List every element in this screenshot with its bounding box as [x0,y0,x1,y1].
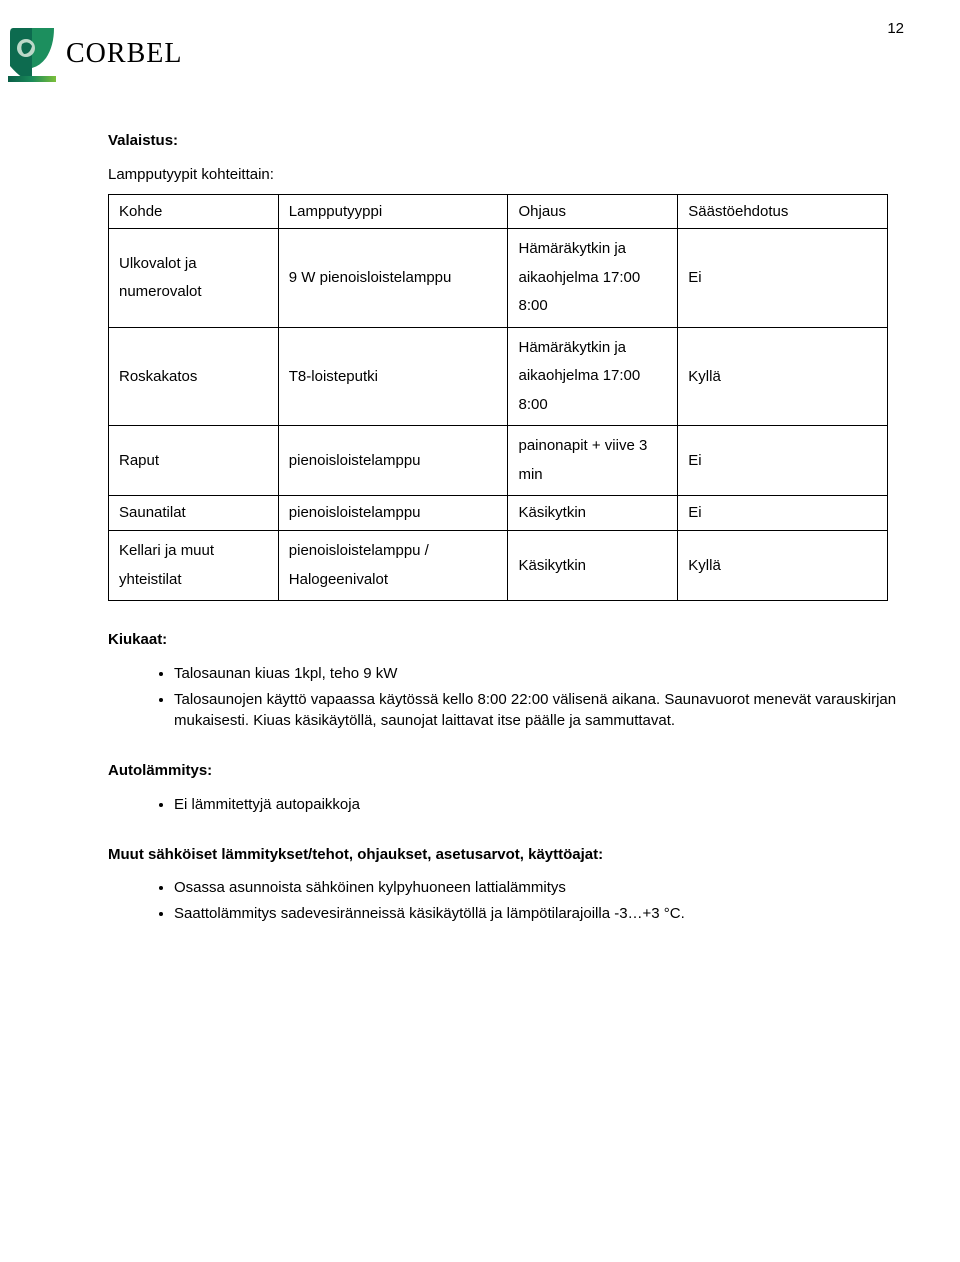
cell-ohjaus: painonapit + viive 3 min [508,426,678,496]
table-header-row: Kohde Lampputyyppi Ohjaus Säästöehdotus [109,194,888,229]
muut-list: Osassa asunnoista sähköinen kylpyhuoneen… [174,877,904,925]
kiukaat-section: Kiukaat: Talosaunan kiuas 1kpl, teho 9 k… [108,629,904,732]
kiukaat-title: Kiukaat: [108,629,904,651]
brand-logo: CORBEL [8,26,182,82]
corbel-emblem-icon [8,26,56,82]
cell-kohde: Raput [109,426,279,496]
th-ohjaus: Ohjaus [508,194,678,229]
cell-kohde: Saunatilat [109,496,279,531]
list-item: Talosaunan kiuas 1kpl, teho 9 kW [174,663,904,685]
muut-section: Muut sähköiset lämmitykset/tehot, ohjauk… [108,844,904,925]
table-row: Kellari ja muut yhteistilat pienoisloist… [109,531,888,601]
lighting-table: Kohde Lampputyyppi Ohjaus Säästöehdotus … [108,194,888,602]
valaistus-section: Valaistus: Lampputyypit kohteittain: Koh… [108,130,904,601]
cell-tyyppi: 9 W pienoisloistelamppu [278,229,508,328]
th-kohde: Kohde [109,194,279,229]
cell-tyyppi: T8-loisteputki [278,327,508,426]
table-row: Raput pienoisloistelamppu painonapit + v… [109,426,888,496]
cell-ohjaus: Hämäräkytkin ja aikaohjelma 17:00 8:00 [508,327,678,426]
list-item: Osassa asunnoista sähköinen kylpyhuoneen… [174,877,904,899]
cell-saasto: Ei [678,496,888,531]
valaistus-intro: Lampputyypit kohteittain: [108,164,904,186]
autolammitys-title: Autolämmitys: [108,760,904,782]
table-row: Ulkovalot ja numerovalot 9 W pienoislois… [109,229,888,328]
valaistus-title: Valaistus: [108,130,904,152]
autolammitys-section: Autolämmitys: Ei lämmitettyjä autopaikko… [108,760,904,816]
list-item: Ei lämmitettyjä autopaikkoja [174,794,904,816]
cell-tyyppi: pienoisloistelamppu [278,496,508,531]
cell-saasto: Kyllä [678,531,888,601]
muut-title: Muut sähköiset lämmitykset/tehot, ohjauk… [108,844,904,866]
cell-tyyppi: pienoisloistelamppu / Halogeenivalot [278,531,508,601]
cell-saasto: Ei [678,426,888,496]
th-saasto: Säästöehdotus [678,194,888,229]
page-content: Valaistus: Lampputyypit kohteittain: Koh… [108,130,904,953]
th-tyyppi: Lampputyyppi [278,194,508,229]
brand-name: CORBEL [66,34,182,75]
cell-saasto: Kyllä [678,327,888,426]
cell-ohjaus: Hämäräkytkin ja aikaohjelma 17:00 8:00 [508,229,678,328]
list-item: Saattolämmitys sadevesiränneissä käsikäy… [174,903,904,925]
cell-tyyppi: pienoisloistelamppu [278,426,508,496]
autolammitys-list: Ei lämmitettyjä autopaikkoja [174,794,904,816]
cell-saasto: Ei [678,229,888,328]
cell-ohjaus: Käsikytkin [508,531,678,601]
cell-kohde: Kellari ja muut yhteistilat [109,531,279,601]
page-number: 12 [887,18,904,40]
cell-ohjaus: Käsikytkin [508,496,678,531]
cell-kohde: Ulkovalot ja numerovalot [109,229,279,328]
list-item: Talosaunojen käyttö vapaassa käytössä ke… [174,689,904,733]
table-row: Saunatilat pienoisloistelamppu Käsikytki… [109,496,888,531]
table-row: Roskakatos T8-loisteputki Hämäräkytkin j… [109,327,888,426]
kiukaat-list: Talosaunan kiuas 1kpl, teho 9 kW Talosau… [174,663,904,732]
cell-kohde: Roskakatos [109,327,279,426]
